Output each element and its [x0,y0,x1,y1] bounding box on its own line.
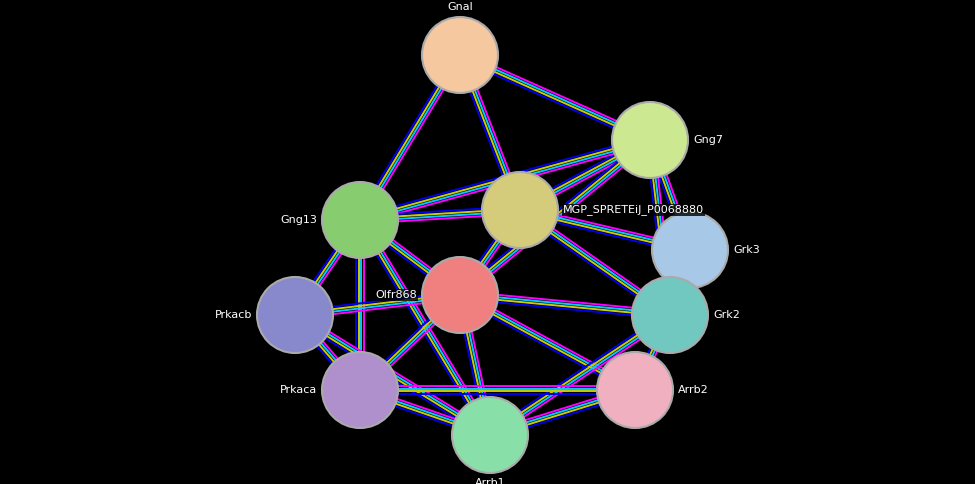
Circle shape [422,257,498,333]
Text: Grk3: Grk3 [733,245,760,255]
Text: Arrb2: Arrb2 [678,385,709,395]
Circle shape [322,352,398,428]
Circle shape [482,172,558,248]
Circle shape [257,277,333,353]
Text: Gnal: Gnal [448,2,473,12]
Text: Olfr868: Olfr868 [375,290,417,300]
Text: Arrb1: Arrb1 [475,478,505,484]
Circle shape [612,102,688,178]
Text: MGP_SPRETEiJ_P0068880: MGP_SPRETEiJ_P0068880 [563,205,704,215]
Circle shape [632,277,708,353]
Circle shape [652,212,728,288]
Text: Gng13: Gng13 [280,215,317,225]
Circle shape [452,397,528,473]
Text: Prkaca: Prkaca [280,385,317,395]
Text: Grk2: Grk2 [713,310,740,320]
Text: Gng7: Gng7 [693,135,723,145]
Circle shape [422,17,498,93]
Circle shape [597,352,673,428]
Text: Prkacb: Prkacb [214,310,252,320]
Circle shape [322,182,398,258]
